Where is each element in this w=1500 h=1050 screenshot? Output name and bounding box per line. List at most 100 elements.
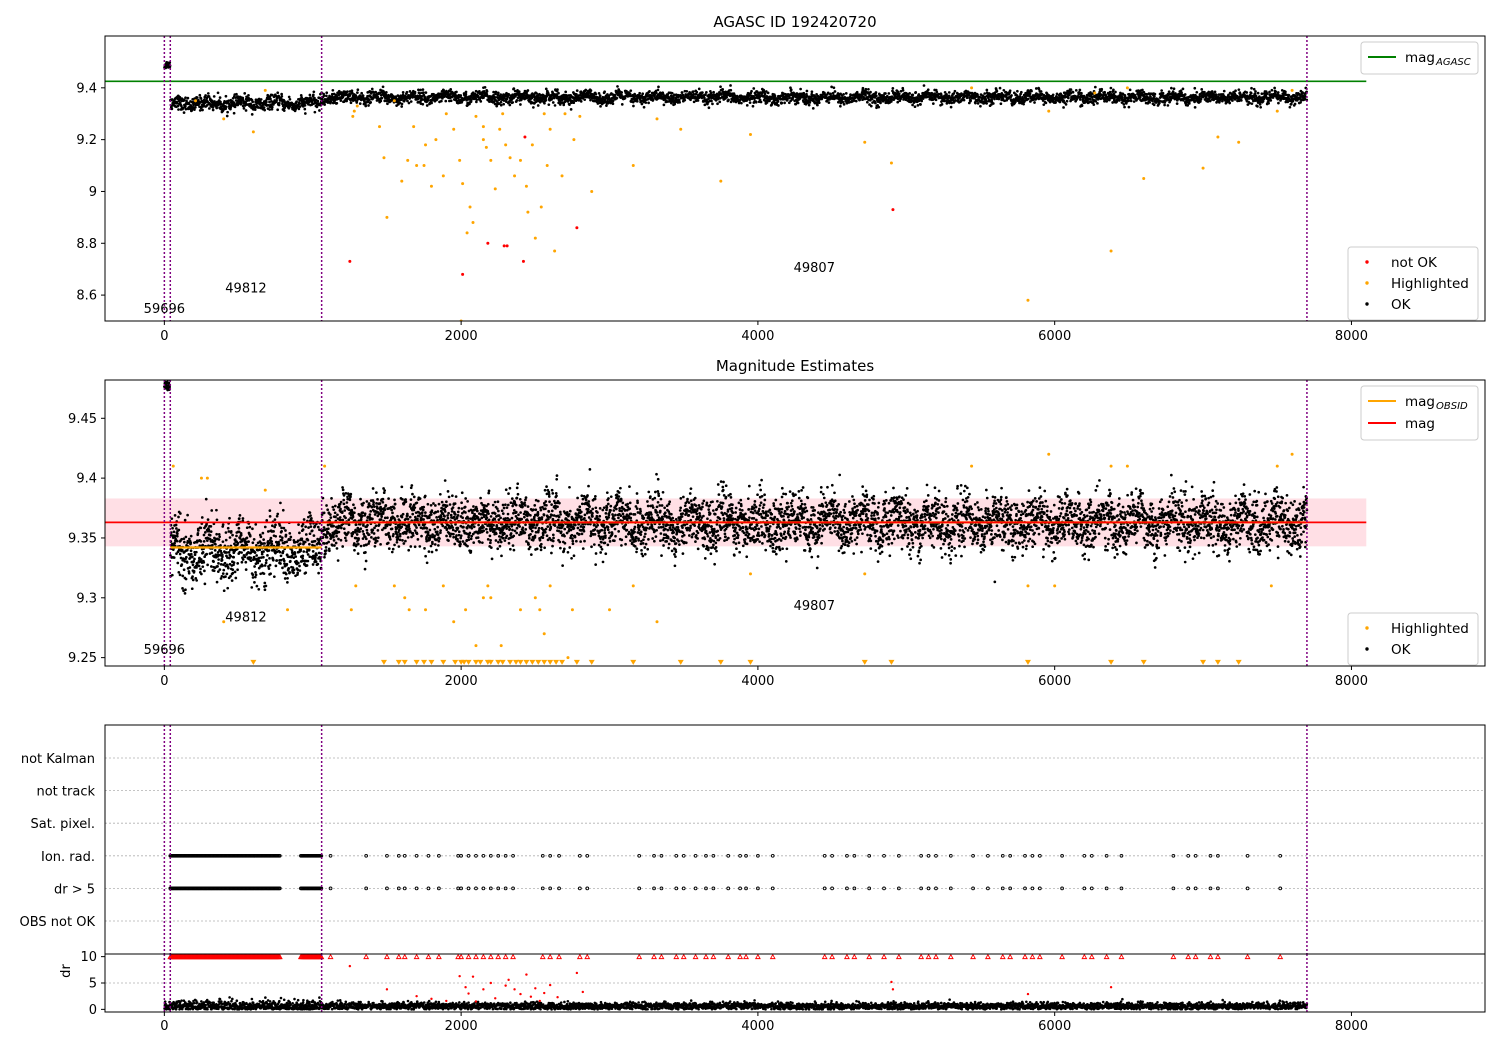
ok-point xyxy=(603,98,607,101)
ok-point xyxy=(719,85,722,89)
ok-point xyxy=(912,100,916,104)
ok-point xyxy=(1228,101,1232,105)
ok-point xyxy=(980,99,984,103)
ok-point xyxy=(273,525,277,529)
highlighted-point xyxy=(1093,91,1097,95)
ok-point xyxy=(752,87,756,90)
ok-point xyxy=(421,98,424,101)
highlighted-point xyxy=(498,127,502,131)
ok-point xyxy=(632,104,635,108)
ok-point xyxy=(990,98,994,102)
ok-point xyxy=(233,570,237,574)
ok-point xyxy=(179,556,183,560)
ok-point xyxy=(165,377,168,380)
ok-point xyxy=(1256,105,1259,108)
ok-point xyxy=(250,586,254,589)
obsid-label: 59696 xyxy=(144,302,185,317)
ok-point xyxy=(198,109,202,112)
ok-point xyxy=(225,572,229,576)
ok-point xyxy=(257,556,261,560)
ok-point xyxy=(266,539,270,543)
ok-point xyxy=(244,109,248,112)
ok-point xyxy=(1122,102,1126,106)
ok-point xyxy=(954,98,957,102)
ok-point xyxy=(641,92,645,96)
ok-point xyxy=(584,88,588,92)
ok-point xyxy=(648,89,651,93)
ok-point xyxy=(613,94,617,97)
legend-label: not OK xyxy=(1391,255,1438,271)
ok-point xyxy=(264,561,268,565)
ok-point xyxy=(268,108,272,111)
ok-point xyxy=(1085,93,1089,97)
ok-point xyxy=(1268,90,1271,94)
ok-point xyxy=(512,87,516,91)
ok-point xyxy=(229,554,233,558)
ok-point xyxy=(190,587,194,591)
ok-point xyxy=(1253,92,1257,96)
ok-point xyxy=(205,539,209,543)
ok-point xyxy=(200,572,203,576)
ok-point xyxy=(175,534,179,538)
ok-point xyxy=(758,98,762,102)
ok-point xyxy=(1254,90,1257,93)
ok-point xyxy=(891,87,895,90)
ok-point xyxy=(729,100,733,104)
highlighted-point xyxy=(458,158,462,162)
ok-point xyxy=(1170,86,1173,90)
ok-point xyxy=(208,107,211,110)
ok-point xyxy=(680,91,684,95)
ok-point xyxy=(1042,93,1046,97)
ok-point xyxy=(908,92,911,95)
ok-point xyxy=(219,543,222,547)
ok-point xyxy=(254,573,258,577)
ok-point xyxy=(745,103,749,107)
ok-point xyxy=(214,553,218,557)
ok-point xyxy=(255,543,258,547)
highlighted-point xyxy=(484,145,488,149)
ok-point xyxy=(243,91,247,95)
ok-point xyxy=(303,107,307,111)
ok-point xyxy=(172,556,176,559)
ok-point xyxy=(360,91,364,95)
ok-point xyxy=(816,103,819,107)
highlighted-point xyxy=(251,130,255,134)
ok-point xyxy=(242,107,246,110)
highlighted-point xyxy=(539,205,543,209)
ok-point xyxy=(277,542,281,546)
ok-point xyxy=(275,514,279,518)
ok-point xyxy=(1239,99,1243,102)
highlighted-point xyxy=(553,249,557,253)
ok-point xyxy=(275,99,278,102)
ok-point xyxy=(178,95,182,99)
ok-point xyxy=(1103,90,1107,94)
ok-point xyxy=(195,96,199,99)
ok-point xyxy=(219,562,223,566)
ok-point xyxy=(169,373,172,376)
ok-point xyxy=(496,91,500,95)
ok-point xyxy=(205,552,209,556)
ok-point xyxy=(615,96,619,100)
ok-point xyxy=(1172,87,1176,91)
ok-point xyxy=(914,90,918,94)
ok-point xyxy=(931,97,935,101)
ok-point xyxy=(261,531,265,535)
ok-point xyxy=(943,90,947,94)
ok-point xyxy=(270,542,274,546)
highlighted-point xyxy=(530,143,534,147)
ok-point xyxy=(729,84,732,87)
ok-point xyxy=(1246,103,1250,106)
highlighted-point xyxy=(504,143,508,147)
highlighted-point xyxy=(493,187,497,191)
ok-point xyxy=(176,532,179,536)
ok-point xyxy=(177,515,180,519)
ok-point xyxy=(826,91,830,95)
ok-point xyxy=(198,93,202,97)
ok-point xyxy=(544,98,548,102)
ok-point xyxy=(528,100,531,103)
highlighted-point xyxy=(355,104,359,108)
highlighted-point xyxy=(1201,166,1205,170)
ok-point xyxy=(1256,91,1260,95)
ok-point xyxy=(1289,102,1293,106)
